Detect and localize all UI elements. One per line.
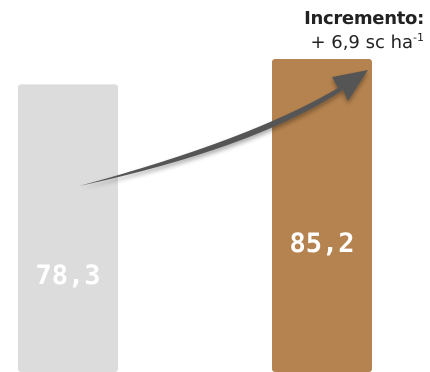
bar-value-label-2: 85,2 (289, 228, 354, 259)
increment-value: + 6,9 sc ha-1 (304, 31, 424, 55)
increment-arrow-icon (79, 70, 368, 186)
increment-title: Incremento: (304, 8, 424, 29)
bar-2 (272, 59, 372, 372)
increment-annotation: Incremento: + 6,9 sc ha-1 (304, 8, 424, 54)
bar-1 (18, 84, 118, 372)
bar-value-label-1: 78,3 (35, 260, 100, 291)
increment-unit-exponent: -1 (413, 30, 424, 44)
increment-value-text: + 6,9 sc ha (310, 31, 414, 53)
